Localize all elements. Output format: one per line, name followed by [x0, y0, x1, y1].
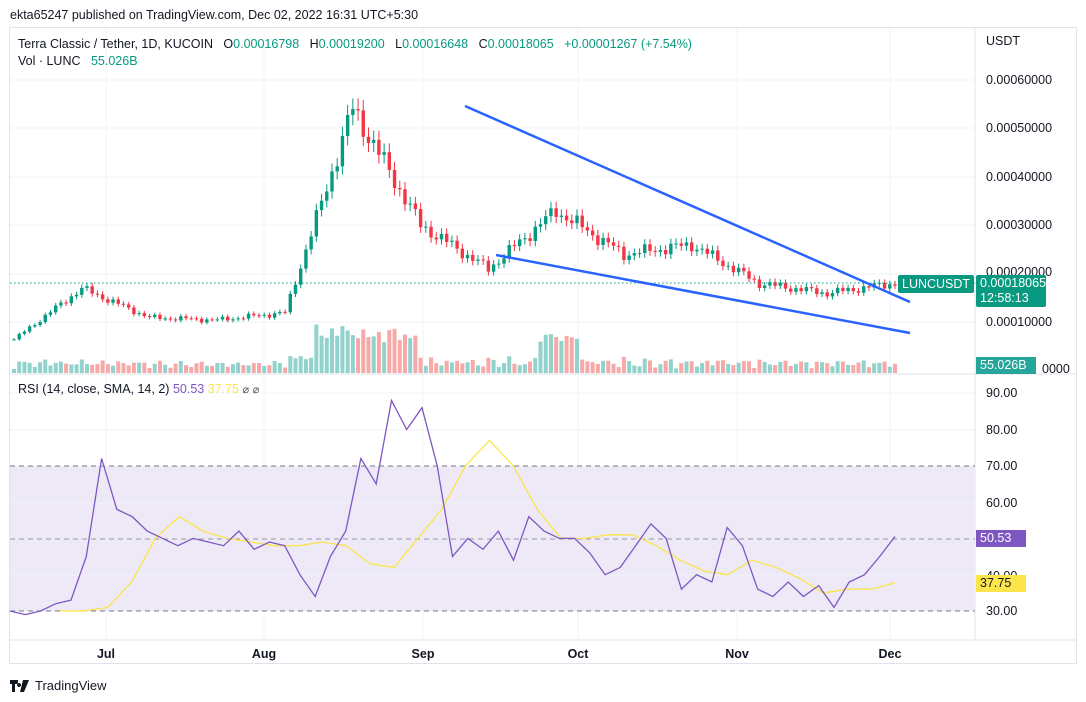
rsi-sma-value: 37.75 [207, 382, 239, 396]
candlesticks [12, 98, 897, 341]
rsi-tick: 70.00 [986, 459, 1018, 473]
rsi-sma-tag: 37.75 [976, 575, 1026, 592]
price-tick: 0.00050000 [986, 121, 1053, 135]
time-tick-jul: Jul [96, 647, 116, 661]
currency-label: USDT [986, 34, 1021, 48]
volume-bars [12, 324, 897, 373]
lower-trendline[interactable] [495, 253, 911, 335]
time-tick-aug: Aug [251, 647, 277, 661]
bar-countdown: 12:58:13 [980, 291, 1029, 305]
volume-value: 55.026B [90, 54, 138, 68]
time-tick-sep: Sep [411, 647, 435, 661]
rsi-value: 50.53 [172, 382, 205, 396]
last-price-tag: 0.00018065 12:58:13 [976, 275, 1046, 307]
rsi-tick: 80.00 [986, 423, 1018, 437]
price-tick: 0.00030000 [986, 218, 1053, 232]
rsi-tick: 90.00 [986, 386, 1018, 400]
symbol-title[interactable]: Terra Classic / Tether, 1D, KUCOIN [18, 37, 213, 51]
publish-info: ekta65247 published on TradingView.com, … [10, 8, 419, 22]
grid-horizontals [10, 79, 975, 323]
volume-tag: 55.026B [976, 357, 1036, 374]
price-tick: 0.00060000 [986, 73, 1053, 87]
upper-trendline[interactable] [464, 104, 911, 304]
rsi-pane [9, 392, 975, 616]
time-tick-oct: Oct [567, 647, 589, 661]
footer-brand[interactable]: TradingView [10, 678, 107, 693]
volume-label[interactable]: Vol · LUNC [18, 54, 81, 68]
rsi-tick: 30.00 [986, 604, 1018, 618]
rsi-sma-line [60, 439, 896, 612]
rsi-tag: 50.53 [976, 530, 1026, 547]
change-value: +0.00001267 (+7.54%) [564, 37, 692, 51]
price-tick: 0.00040000 [986, 170, 1053, 184]
tradingview-logo-icon [10, 679, 29, 692]
price-tick: 0000 [1042, 362, 1070, 376]
rsi-line [9, 398, 896, 616]
rsi-tick: 60.00 [986, 496, 1018, 510]
price-tick: 0.00010000 [986, 315, 1053, 329]
price-legend: Terra Classic / Tether, 1D, KUCOIN O0.00… [18, 37, 692, 68]
source-icon[interactable]: ⌀ [242, 384, 250, 396]
brand-name: TradingView [35, 678, 107, 693]
time-tick-nov: Nov [725, 647, 749, 661]
rsi-legend: RSI (14, close, SMA, 14, 2) 50.53 37.75 … [18, 382, 259, 396]
time-tick-dec: Dec [878, 647, 902, 661]
source-icon[interactable]: ⌀ [252, 384, 260, 396]
symbol-tag: LUNCUSDT [898, 275, 975, 293]
rsi-label[interactable]: RSI (14, close, SMA, 14, 2) [18, 382, 170, 396]
